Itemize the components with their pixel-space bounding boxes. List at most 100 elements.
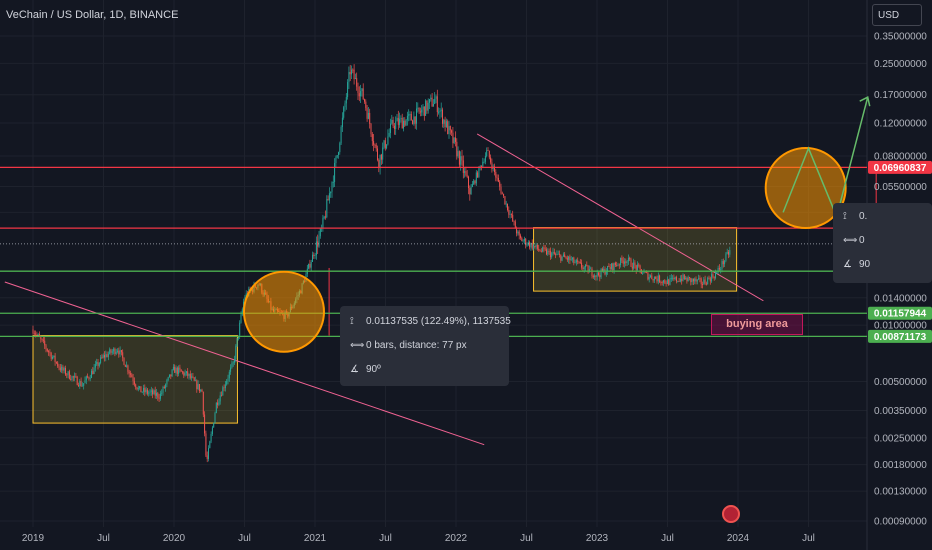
candle-body (466, 175, 468, 177)
x-tick-label: 2022 (445, 533, 468, 544)
candle-body (470, 187, 472, 195)
candle-body (556, 254, 558, 255)
angle-icon: ∡ (350, 364, 359, 375)
candle-body (339, 143, 341, 153)
candle-body (678, 280, 680, 282)
candle-body (644, 271, 646, 273)
candle-body (561, 256, 563, 261)
candle-body (37, 334, 39, 335)
candle-body (504, 196, 506, 205)
candle-body (146, 389, 148, 394)
candle-body (222, 387, 224, 396)
candle-body (213, 422, 215, 428)
candle-body (552, 251, 554, 254)
candle-body (660, 282, 662, 283)
candle-body (533, 245, 534, 249)
candle-body (184, 372, 186, 376)
candle-body (535, 244, 537, 247)
candle-body (230, 367, 232, 372)
range-icon: ⟟ (843, 211, 847, 222)
candle-body (600, 268, 602, 278)
candle-body (234, 359, 235, 363)
candle-body (488, 150, 490, 158)
candle-body (673, 277, 675, 280)
measure-bars-side: 0 (859, 235, 865, 246)
candle-body (117, 350, 118, 352)
candle-body (360, 91, 362, 97)
candle-body (547, 250, 549, 255)
candle-body (709, 278, 711, 282)
candle-body (676, 277, 677, 282)
candle-body (392, 119, 394, 126)
candle-body (417, 107, 419, 109)
us-flag-icon[interactable] (722, 505, 740, 523)
candle-body (33, 333, 35, 335)
candle-body (729, 250, 731, 255)
candle-body (622, 260, 624, 264)
candle-body (106, 354, 108, 357)
candle-body (717, 268, 719, 273)
candle-body (443, 119, 445, 124)
candle-body (191, 376, 193, 378)
candle-body (494, 166, 495, 173)
x-tick-label: Jul (661, 533, 674, 544)
candle-body (369, 112, 371, 124)
candle-body (172, 366, 174, 370)
candle-body (183, 372, 185, 376)
candle-body (224, 384, 226, 389)
candle-body (643, 271, 645, 274)
candle-body (396, 117, 398, 122)
candle-body (687, 277, 689, 282)
candle-body (91, 370, 92, 378)
candle-body (338, 152, 339, 155)
candle-body (578, 261, 580, 263)
candle-body (575, 260, 577, 263)
candle-body (159, 393, 161, 399)
candle-body (401, 117, 403, 129)
candle-body (406, 115, 408, 120)
candle-body (171, 369, 173, 377)
candle-body (677, 280, 679, 282)
candle-body (505, 203, 507, 205)
candle-body (166, 380, 168, 385)
candle-body (728, 251, 729, 255)
candle-body (457, 151, 459, 157)
candle-body (621, 257, 623, 261)
candle-body (57, 362, 59, 367)
candle-body (681, 278, 683, 281)
candle-body (543, 247, 545, 249)
currency-selector[interactable]: USD (872, 4, 922, 26)
candle-body (351, 69, 352, 75)
candle-body (400, 117, 402, 119)
x-tick-label: 2021 (304, 533, 327, 544)
candle-body (204, 414, 206, 434)
x-tick-label: Jul (802, 533, 815, 544)
symbol-title: VeChain / US Dollar, 1D, BINANCE (6, 9, 179, 21)
candle-body (585, 264, 586, 268)
candle-body (426, 100, 428, 111)
candle-body (348, 71, 350, 83)
candle-body (587, 265, 589, 273)
candle-body (495, 172, 497, 178)
candle-body (367, 112, 369, 119)
candle-body (665, 282, 667, 284)
candle-body (568, 256, 570, 260)
candle-body (725, 253, 727, 261)
candle-body (143, 387, 144, 392)
candle-body (572, 257, 573, 260)
candle-body (133, 381, 135, 385)
candle-body (410, 114, 412, 121)
candle-body (327, 199, 329, 201)
candle-body (206, 455, 208, 459)
candle-body (562, 254, 564, 257)
candle-body (523, 238, 525, 241)
candle-body (607, 266, 609, 272)
candle-body (388, 132, 390, 137)
level-badge (868, 306, 932, 320)
candle-body (318, 236, 320, 247)
candle-body (161, 392, 163, 394)
candle-body (715, 272, 716, 279)
candle-body (354, 78, 356, 80)
candle-body (663, 280, 664, 283)
